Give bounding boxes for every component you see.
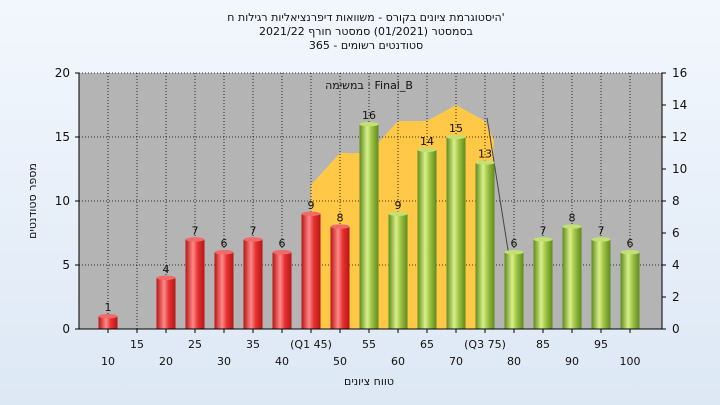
bar-95 xyxy=(591,239,611,329)
y-tick-label: 10 xyxy=(55,194,70,208)
chart-title-line2: בסמסטר (01/2021) סמסטר חורף 2021/22 xyxy=(259,25,473,38)
x-tick-label: 65 xyxy=(420,338,434,351)
x-tick-label: 35 xyxy=(246,338,260,351)
bar-60 xyxy=(388,213,408,329)
bar-top-55 xyxy=(359,122,379,127)
y2-tick-label: 0 xyxy=(672,322,680,336)
bar-top-70 xyxy=(446,134,466,140)
y-axis-title: מספר סטודנטים xyxy=(26,163,39,239)
y-tick-label: 20 xyxy=(55,66,70,80)
bar-80 xyxy=(504,252,524,329)
x-tick-label: 25 xyxy=(188,338,202,351)
chart-title-line1: היסטוגרמת ציונים בקורס - משוואות דיפרנצי… xyxy=(227,11,504,24)
bar-45 xyxy=(301,213,321,329)
bars-layer xyxy=(98,122,640,329)
bar-top-25 xyxy=(185,237,205,242)
data-label-80: 6 xyxy=(511,237,518,250)
y2-tick-label: 12 xyxy=(672,130,687,144)
x-tick-label: (Q1 45) xyxy=(290,338,332,351)
x-axis-title: טווח ציונים xyxy=(344,375,394,388)
bar-10 xyxy=(98,316,118,329)
bar-top-95 xyxy=(591,237,611,242)
y2-tick-label: 14 xyxy=(672,98,687,112)
bar-100 xyxy=(620,252,640,329)
y2-tick-label: 16 xyxy=(672,66,687,80)
bar-50 xyxy=(330,226,350,329)
bar-top-10 xyxy=(98,314,118,319)
bar-75 xyxy=(475,162,495,329)
bar-top-60 xyxy=(388,211,408,216)
x-tick-label: 60 xyxy=(391,355,405,368)
y2-tick-label: 2 xyxy=(672,290,680,304)
x-tick-label: 30 xyxy=(217,355,231,368)
data-label-95: 7 xyxy=(598,224,605,237)
x-tick-label: 50 xyxy=(333,355,347,368)
data-label-55: 16 xyxy=(362,109,376,122)
x-tick-label: 90 xyxy=(565,355,579,368)
data-label-20: 4 xyxy=(163,263,170,276)
data-label-85: 7 xyxy=(540,224,547,237)
data-label-65: 14 xyxy=(420,135,434,148)
data-label-75: 13 xyxy=(478,148,492,161)
y2-tick-label: 10 xyxy=(672,162,687,176)
x-tick-label: 80 xyxy=(507,355,521,368)
x-tick-label: 85 xyxy=(536,338,550,351)
bar-top-40 xyxy=(272,250,292,255)
data-label-100: 6 xyxy=(627,237,634,250)
data-label-90: 8 xyxy=(569,212,576,225)
x-tick-label: 40 xyxy=(275,355,289,368)
bar-35 xyxy=(243,239,263,329)
y2-tick-label: 6 xyxy=(672,226,680,240)
bar-top-20 xyxy=(156,275,176,280)
bar-top-45 xyxy=(301,211,321,216)
chart-title-line3: 365 - סטודנטים רשומים xyxy=(309,39,423,52)
bar-top-50 xyxy=(330,224,350,229)
bar-30 xyxy=(214,252,234,329)
y2-tick-label: 8 xyxy=(672,194,680,208)
data-label-10: 1 xyxy=(105,301,112,314)
area-edge-line xyxy=(486,117,510,257)
bar-25 xyxy=(185,239,205,329)
y-tick-label: 0 xyxy=(62,322,70,336)
x-tick-label: 20 xyxy=(159,355,173,368)
bar-55 xyxy=(359,124,379,329)
bar-top-85 xyxy=(533,237,553,242)
data-label-50: 8 xyxy=(337,212,344,225)
y-tick-label: 5 xyxy=(62,258,70,272)
bar-top-90 xyxy=(562,224,582,229)
y-tick-label: 15 xyxy=(55,130,70,144)
bar-top-100 xyxy=(620,250,640,255)
bar-top-30 xyxy=(214,250,234,255)
data-label-60: 9 xyxy=(395,199,402,212)
bar-40 xyxy=(272,252,292,329)
data-label-45: 9 xyxy=(308,199,315,212)
bar-top-65 xyxy=(417,147,437,152)
x-tick-label: 95 xyxy=(594,338,608,351)
bar-top-35 xyxy=(243,237,263,242)
x-tick-label: 70 xyxy=(449,355,463,368)
x-tick-label: 55 xyxy=(362,338,376,351)
bar-top-80 xyxy=(504,250,524,255)
area-series-label: במשימה : Final_B xyxy=(325,79,413,92)
x-tick-label: 100 xyxy=(620,355,641,368)
data-label-30: 6 xyxy=(221,237,228,250)
data-label-25: 7 xyxy=(192,224,199,237)
x-tick-label: 10 xyxy=(101,355,115,368)
bar-70 xyxy=(446,137,466,329)
x-tick-label: (Q3 75) xyxy=(464,338,506,351)
bar-20 xyxy=(156,277,176,329)
x-tick-label: 15 xyxy=(130,338,144,351)
data-label-35: 7 xyxy=(250,224,257,237)
bar-85 xyxy=(533,239,553,329)
data-label-40: 6 xyxy=(279,237,286,250)
bar-90 xyxy=(562,226,582,329)
data-label-70: 15 xyxy=(449,122,463,135)
bar-top-75 xyxy=(475,160,495,165)
y2-tick-label: 4 xyxy=(672,258,680,272)
bar-65 xyxy=(417,149,437,329)
